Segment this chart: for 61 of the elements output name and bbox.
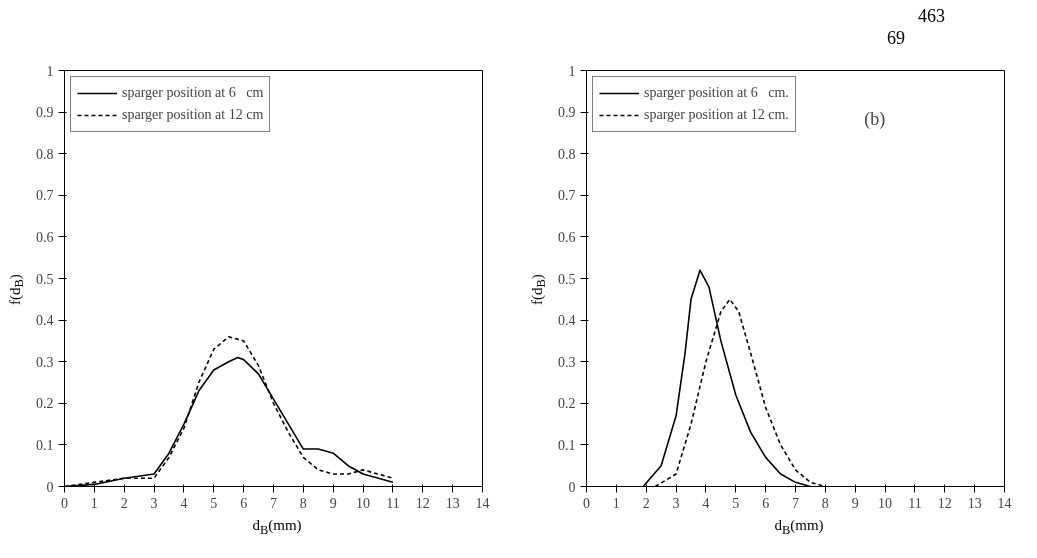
y-tick-label: 0.2 (558, 396, 576, 412)
text: 69 (887, 28, 905, 48)
x-tick-label: 14 (997, 495, 1012, 511)
x-tick-label: 2 (120, 495, 128, 511)
x-tick-label: 11 (386, 495, 400, 511)
x-tick-label: 7 (792, 495, 799, 511)
y-tick-label: 0.6 (36, 229, 54, 245)
legend-label: sparger position at 12 cm (122, 107, 264, 123)
x-tick-label: 12 (415, 495, 430, 511)
x-axis-title: d$_{B}$(mm) (774, 516, 824, 539)
x-tick-label: 7 (270, 495, 277, 511)
y-tick-label: 0.2 (36, 396, 54, 412)
legend-label: sparger position at 12 cm. (644, 107, 789, 123)
x-axis-title: d$_{B}$(mm) (252, 516, 302, 539)
x-tick-label: 10 (356, 495, 371, 511)
y-tick-label: 0.1 (558, 437, 576, 453)
x-tick-label: 6 (240, 495, 248, 511)
y-tick-label: 0.5 (36, 271, 54, 287)
legend-label: sparger position at 6 cm (122, 85, 264, 101)
y-tick-label: 1 (568, 63, 576, 79)
x-tick-label: 11 (908, 495, 922, 511)
y-tick-label: 0.8 (558, 146, 576, 162)
annotation: (b) (864, 108, 886, 130)
y-tick-label: 0.1 (36, 437, 54, 453)
y-tick-label: 0.5 (558, 271, 576, 287)
text: 463 (918, 6, 945, 26)
x-tick-label: 13 (967, 495, 982, 511)
y-tick-label: 0.3 (558, 354, 576, 370)
x-tick-label: 1 (90, 495, 98, 511)
x-tick-label: 9 (329, 495, 337, 511)
x-tick-label: 4 (180, 495, 188, 511)
x-tick-label: 3 (150, 495, 158, 511)
y-tick-label: 0.7 (36, 188, 54, 204)
x-tick-label: 4 (702, 495, 710, 511)
x-tick-label: 1 (612, 495, 620, 511)
y-tick-label: 0.6 (558, 229, 576, 245)
x-tick-label: 14 (475, 495, 490, 511)
x-tick-label: 6 (762, 495, 770, 511)
x-tick-label: 0 (583, 495, 590, 511)
x-tick-label: 12 (937, 495, 952, 511)
y-tick-label: 0.4 (558, 313, 576, 329)
x-tick-label: 5 (732, 495, 740, 511)
y-tick-label: 0.8 (36, 146, 54, 162)
y-tick-label: 0 (568, 479, 576, 495)
x-tick-label: 5 (210, 495, 218, 511)
x-tick-label: 0 (61, 495, 68, 511)
y-tick-label: 0.9 (36, 105, 54, 121)
y-tick-label: 0.7 (558, 188, 576, 204)
legend-label: sparger position at 6 cm. (644, 85, 789, 101)
y-tick-label: 0.3 (36, 354, 54, 370)
x-tick-label: 13 (445, 495, 460, 511)
x-tick-label: 10 (878, 495, 893, 511)
x-tick-label: 9 (851, 495, 859, 511)
y-tick-label: 0.9 (558, 105, 576, 121)
y-tick-label: 0.4 (36, 313, 54, 329)
x-tick-label: 2 (642, 495, 650, 511)
y-tick-label: 0 (46, 479, 54, 495)
x-tick-label: 8 (299, 495, 307, 511)
x-tick-label: 8 (821, 495, 829, 511)
y-tick-label: 1 (46, 63, 54, 79)
x-tick-label: 3 (672, 495, 680, 511)
